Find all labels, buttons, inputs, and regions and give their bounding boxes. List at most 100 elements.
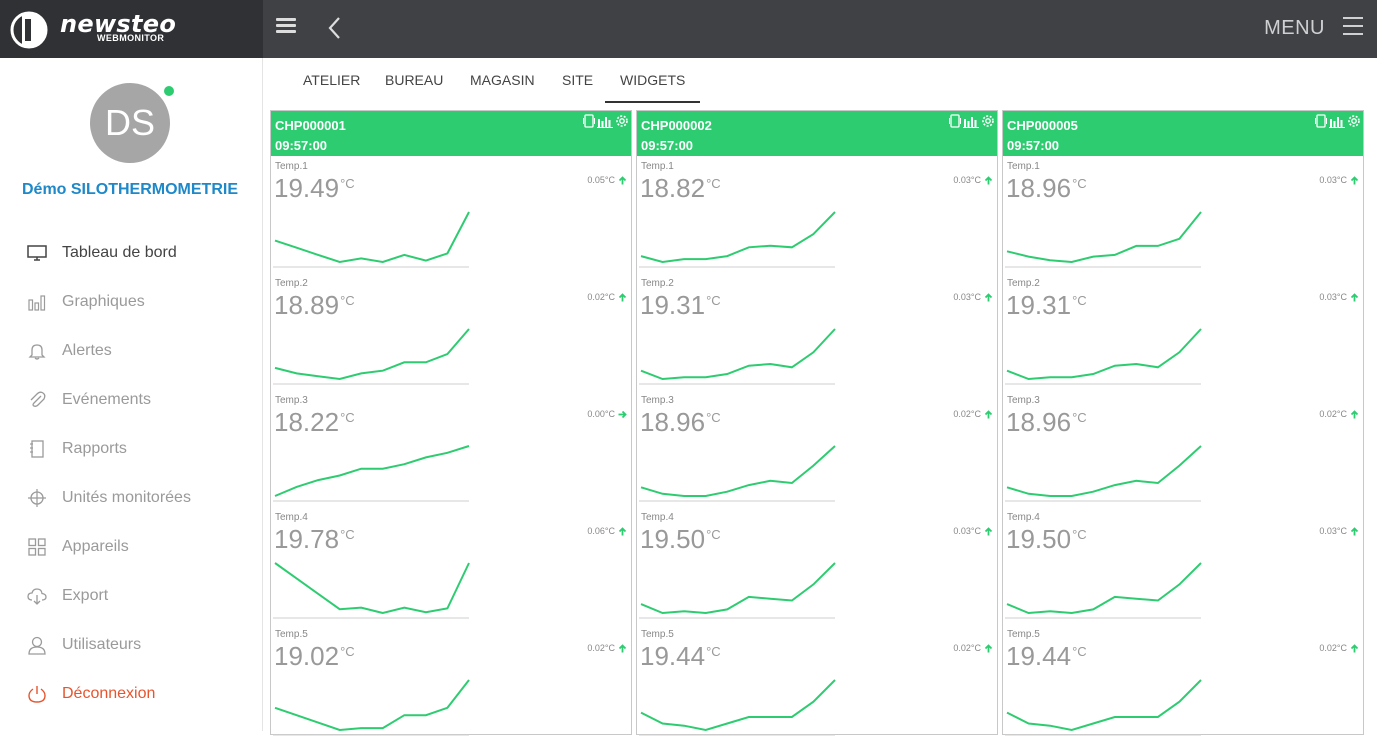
sensor-row[interactable]: Temp.5 19.02°C 0.02°C xyxy=(271,624,631,741)
sensor-unit: °C xyxy=(1072,293,1087,308)
sensor-sparkline xyxy=(273,445,470,502)
sensor-row[interactable]: Temp.4 19.78°C 0.06°C xyxy=(271,507,631,624)
sensor-sparkline xyxy=(639,445,836,502)
sensor-sparkline xyxy=(1005,562,1202,619)
bar-chart-icon[interactable] xyxy=(1329,114,1345,128)
notebook-icon xyxy=(26,438,48,460)
sensor-label: Temp.3 xyxy=(1007,395,1040,406)
sensor-sparkline xyxy=(639,211,836,268)
sensor-delta-text: 0.03°C xyxy=(953,292,981,302)
sensor-row[interactable]: Temp.3 18.22°C 0.00°C xyxy=(271,390,631,507)
sensor-value-group: 19.44°C xyxy=(1006,641,1087,672)
sensor-unit: °C xyxy=(706,293,721,308)
sidebar-item-graphiques[interactable]: Graphiques xyxy=(0,277,262,326)
sensor-row[interactable]: Temp.2 18.89°C 0.02°C xyxy=(271,273,631,390)
arrow-right-icon xyxy=(618,410,627,418)
account-name[interactable]: Démo SILOTHERMOMETRIE xyxy=(21,181,238,198)
tab-magasin[interactable]: MAGASIN xyxy=(470,72,535,88)
sensor-row[interactable]: Temp.1 18.96°C 0.03°C xyxy=(1003,156,1363,273)
avatar[interactable]: DS xyxy=(90,83,170,163)
sensor-delta: 0.03°C xyxy=(953,175,993,185)
sensor-label: Temp.5 xyxy=(641,629,674,640)
phone-icon[interactable] xyxy=(583,114,595,128)
sensor-row[interactable]: Temp.2 19.31°C 0.03°C xyxy=(1003,273,1363,390)
sensor-sparkline xyxy=(639,679,836,736)
sidebar-item-alertes[interactable]: Alertes xyxy=(0,326,262,375)
sensor-value-group: 18.89°C xyxy=(274,290,355,321)
sensor-row[interactable]: Temp.5 19.44°C 0.02°C xyxy=(1003,624,1363,741)
arrow-up-icon xyxy=(1350,643,1359,652)
sensor-value-group: 18.22°C xyxy=(274,407,355,438)
sensor-row[interactable]: Temp.2 19.31°C 0.03°C xyxy=(637,273,997,390)
sensor-row[interactable]: Temp.3 18.96°C 0.02°C xyxy=(1003,390,1363,507)
sensor-unit: °C xyxy=(1072,527,1087,542)
arrow-up-icon xyxy=(984,643,993,652)
sensor-label: Temp.1 xyxy=(1007,161,1040,172)
sensor-delta-text: 0.06°C xyxy=(587,526,615,536)
sensor-unit: °C xyxy=(340,293,355,308)
sensor-unit: °C xyxy=(340,527,355,542)
sidebar-item-evenements[interactable]: Evénements xyxy=(0,375,262,424)
tab-bureau[interactable]: BUREAU xyxy=(385,72,444,88)
device-id: CHP000001 xyxy=(275,118,346,133)
gear-icon[interactable] xyxy=(615,114,629,128)
gear-icon[interactable] xyxy=(981,114,995,128)
brand-subtitle: WEBMONITOR xyxy=(97,33,165,43)
sidebar-item-unites-monitorees[interactable]: Unités monitorées xyxy=(0,473,262,522)
paperclip-icon xyxy=(26,389,48,411)
menu-label[interactable]: MENU xyxy=(1264,17,1325,39)
logo-icon xyxy=(10,11,48,49)
menu-icon[interactable] xyxy=(1343,17,1363,37)
tab-widgets[interactable]: WIDGETS xyxy=(605,72,701,103)
sidebar-item-deconnexion[interactable]: Déconnexion xyxy=(0,669,262,718)
sensor-sparkline xyxy=(1005,328,1202,385)
sensor-value-group: 18.96°C xyxy=(1006,407,1087,438)
sensor-sparkline xyxy=(1005,211,1202,268)
top-bar: newsteo WEBMONITOR MENU xyxy=(0,0,1377,58)
sidebar-item-rapports[interactable]: Rapports xyxy=(0,424,262,473)
sparkline-series xyxy=(274,211,470,264)
sensor-value: 18.22 xyxy=(274,407,340,437)
sensor-delta: 0.03°C xyxy=(1319,526,1359,536)
sensor-row[interactable]: Temp.5 19.44°C 0.02°C xyxy=(637,624,997,741)
phone-icon[interactable] xyxy=(949,114,961,128)
sensor-row[interactable]: Temp.4 19.50°C 0.03°C xyxy=(637,507,997,624)
device-card: CHP000001 09:57:00 Temp.1 19.49°C 0.05°C Temp… xyxy=(270,110,632,736)
sensor-sparkline xyxy=(273,328,470,385)
sidebar-item-tableau-de-bord[interactable]: Tableau de bord xyxy=(0,228,262,277)
sensor-value-group: 19.49°C xyxy=(274,173,355,204)
sensor-row[interactable]: Temp.1 19.49°C 0.05°C xyxy=(271,156,631,273)
sidebar-toggle-icon[interactable] xyxy=(276,18,296,38)
device-time: 09:57:00 xyxy=(1007,138,1060,153)
phone-icon[interactable] xyxy=(1315,114,1327,128)
arrow-up-icon xyxy=(1350,409,1359,418)
sensor-delta: 0.02°C xyxy=(1319,643,1359,653)
sidebar-item-utilisateurs[interactable]: Utilisateurs xyxy=(0,620,262,669)
sensor-delta: 0.02°C xyxy=(1319,409,1359,419)
sensor-value: 19.78 xyxy=(274,524,340,554)
arrow-up-icon xyxy=(1350,526,1359,535)
sensor-delta-text: 0.00°C xyxy=(587,409,615,419)
bar-chart-icon[interactable] xyxy=(963,114,979,128)
tab-site[interactable]: SITE xyxy=(562,72,594,88)
gear-icon[interactable] xyxy=(1347,114,1361,128)
user-icon xyxy=(26,634,48,656)
sensor-row[interactable]: Temp.4 19.50°C 0.03°C xyxy=(1003,507,1363,624)
sensor-value-group: 19.02°C xyxy=(274,641,355,672)
bar-chart-icon[interactable] xyxy=(597,114,613,128)
sensor-row[interactable]: Temp.3 18.96°C 0.02°C xyxy=(637,390,997,507)
sidebar-item-export[interactable]: Export xyxy=(0,571,262,620)
sparkline-series xyxy=(274,679,470,732)
arrow-up-icon xyxy=(984,526,993,535)
sensor-value: 19.31 xyxy=(640,290,706,320)
grid-icon xyxy=(26,536,48,558)
sensor-delta-text: 0.03°C xyxy=(953,526,981,536)
back-arrow-icon[interactable] xyxy=(325,14,345,42)
sidebar-item-appareils[interactable]: Appareils xyxy=(0,522,262,571)
card-header: CHP000002 09:57:00 xyxy=(637,111,997,156)
sensor-value: 18.96 xyxy=(640,407,706,437)
sensor-row[interactable]: Temp.1 18.82°C 0.03°C xyxy=(637,156,997,273)
tab-atelier[interactable]: ATELIER xyxy=(303,72,361,88)
sensor-delta: 0.03°C xyxy=(953,526,993,536)
logo-area[interactable]: newsteo WEBMONITOR xyxy=(0,0,263,58)
